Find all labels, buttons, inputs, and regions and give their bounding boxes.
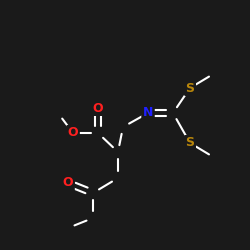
Text: O: O xyxy=(68,126,78,140)
Text: S: S xyxy=(186,136,194,149)
Text: N: N xyxy=(143,106,153,120)
Text: O: O xyxy=(93,102,103,114)
Text: O: O xyxy=(63,176,73,190)
Text: S: S xyxy=(186,82,194,94)
